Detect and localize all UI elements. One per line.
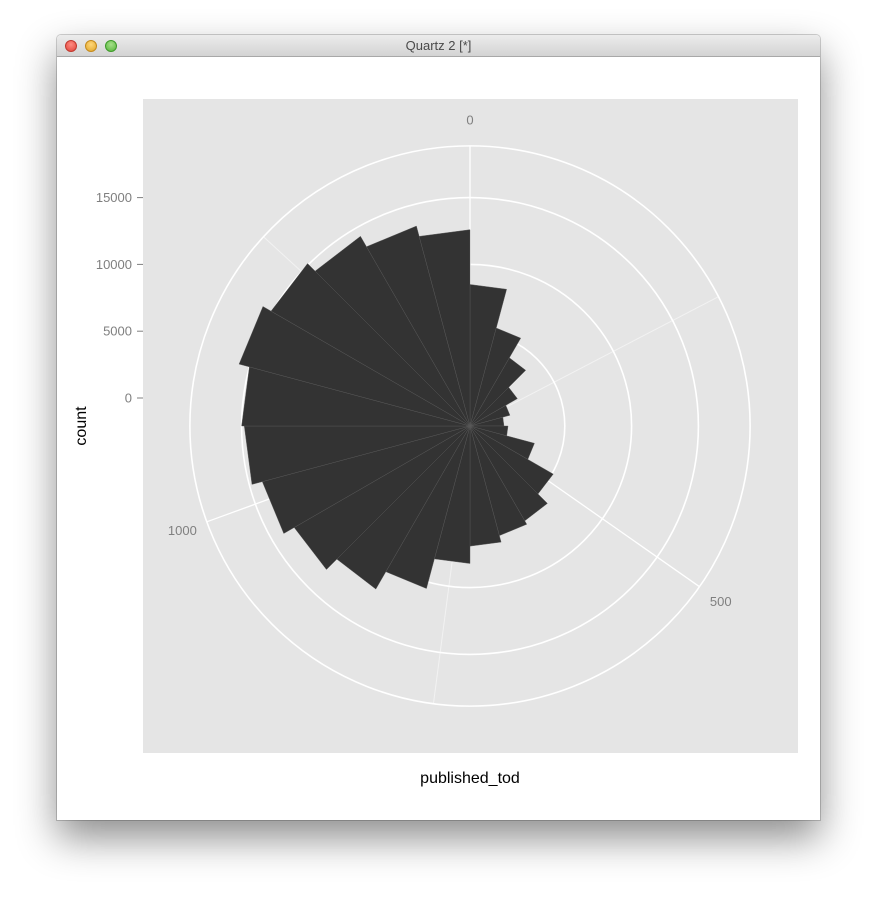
y-tick-label: 5000 bbox=[103, 324, 132, 339]
outer-gridline bbox=[189, 145, 751, 707]
bar bbox=[418, 229, 471, 427]
count-axis: 0 5000 10000 15000 bbox=[96, 190, 143, 406]
angle-tick-label: 1000 bbox=[168, 523, 197, 538]
y-tick-label: 0 bbox=[125, 391, 132, 406]
angle-axis: 0 500 1000 bbox=[168, 112, 732, 609]
window-title: Quartz 2 [*] bbox=[405, 38, 472, 53]
y-axis-title: count bbox=[73, 406, 90, 446]
angle-tick-label: 0 bbox=[466, 112, 473, 127]
y-tick-label: 15000 bbox=[96, 190, 132, 205]
zoom-button[interactable] bbox=[105, 40, 117, 52]
x-axis-title: published_tod bbox=[420, 770, 520, 787]
close-button[interactable] bbox=[65, 40, 77, 52]
y-tick-label: 10000 bbox=[96, 257, 132, 272]
title-bar[interactable]: Quartz 2 [*] bbox=[57, 35, 820, 57]
minimize-button[interactable] bbox=[85, 40, 97, 52]
minor-angle-gridline bbox=[469, 296, 719, 427]
angle-tick-label: 500 bbox=[710, 594, 732, 609]
bars bbox=[238, 225, 554, 590]
